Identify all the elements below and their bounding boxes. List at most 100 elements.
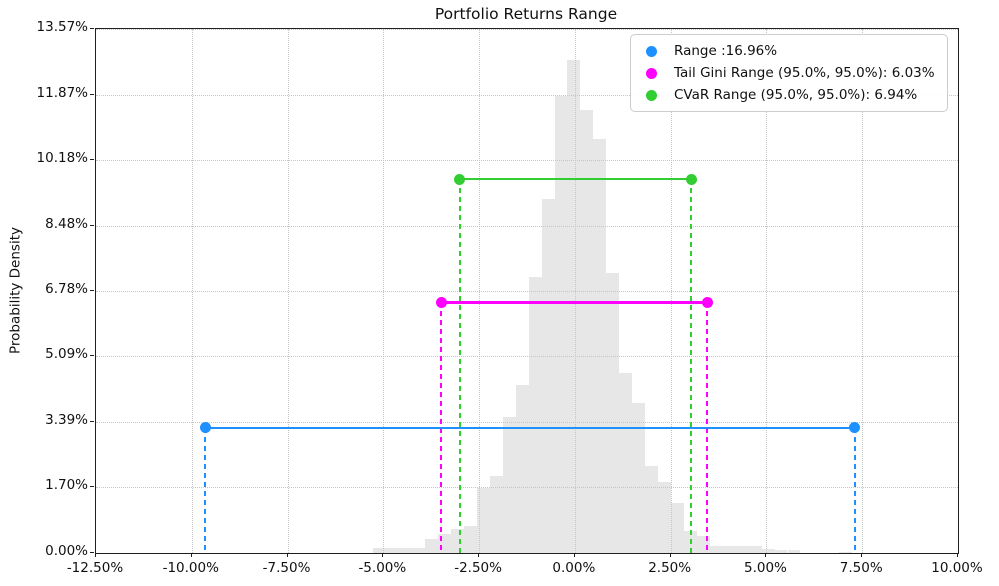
range-marker-dot xyxy=(849,422,861,434)
y-tick-label: 8.48% xyxy=(45,215,88,232)
x-tick-mark xyxy=(573,553,575,557)
y-gridline xyxy=(96,487,958,489)
x-tick-mark xyxy=(957,553,958,557)
histogram-bar xyxy=(839,551,853,553)
cvar-range-dashed-line xyxy=(458,179,461,553)
y-gridline xyxy=(96,159,958,161)
y-tick-label: 11.87% xyxy=(36,84,88,101)
histogram-bar xyxy=(489,475,503,553)
histogram-bar xyxy=(425,539,439,553)
y-tick-mark xyxy=(90,552,94,553)
histogram-bar xyxy=(412,547,426,553)
range-marker-icon xyxy=(646,45,657,57)
x-gridline xyxy=(287,29,289,553)
histogram-bar xyxy=(399,547,413,553)
histogram-bar xyxy=(554,95,568,553)
histogram-bar xyxy=(761,548,775,553)
histogram-bar xyxy=(580,109,594,553)
histogram-bar xyxy=(619,373,633,553)
tail-gini-range-line xyxy=(441,301,708,304)
legend-label-cvar-range: CVaR Range (95.0%, 95.0%): 6.94% xyxy=(674,87,918,103)
y-tick-label: 5.09% xyxy=(45,346,88,363)
x-tick-mark xyxy=(382,553,384,557)
plot-area xyxy=(95,28,959,554)
cvar-range-marker-dot xyxy=(454,173,466,185)
histogram-bar xyxy=(735,546,749,553)
histogram-bar xyxy=(476,488,490,553)
legend-label-range: Range :16.96% xyxy=(674,43,778,59)
x-tick-mark xyxy=(190,553,192,557)
legend-item-cvar-range: CVaR Range (95.0%, 95.0%): 6.94% xyxy=(631,84,947,106)
y-tick-label: 10.18% xyxy=(36,149,88,166)
histogram-bar xyxy=(593,138,607,553)
x-tick-label: 10.00% xyxy=(931,560,983,576)
tail-gini-marker-icon xyxy=(646,67,657,79)
x-gridline xyxy=(383,29,385,553)
histogram-bar xyxy=(541,198,555,553)
histogram-bar xyxy=(787,549,801,553)
x-tick-label: 5.00% xyxy=(743,560,787,576)
y-tick-label: 13.57% xyxy=(36,19,88,35)
histogram-bar xyxy=(567,59,581,553)
x-tick-label: 7.50% xyxy=(839,560,883,576)
y-gridline xyxy=(96,356,958,358)
histogram-bar xyxy=(528,276,542,553)
cvar-range-marker-dot xyxy=(685,173,697,185)
histogram-bar xyxy=(658,481,672,553)
x-tick-label: 2.50% xyxy=(648,560,692,576)
histogram-bar xyxy=(632,402,646,553)
histogram-bar xyxy=(463,525,477,553)
x-tick-label: -10.00% xyxy=(162,560,219,576)
x-gridline xyxy=(862,29,864,553)
cvar-range-dashed-line xyxy=(690,179,693,553)
histogram-bar xyxy=(373,547,387,553)
histogram-bar xyxy=(748,546,762,553)
histogram-bar xyxy=(451,529,464,553)
histogram-bar xyxy=(709,546,723,553)
histogram-bar xyxy=(645,466,659,553)
y-tick-mark xyxy=(90,28,94,29)
y-gridline xyxy=(96,29,958,30)
histogram-bar xyxy=(722,546,736,553)
range-marker-dot xyxy=(199,422,211,434)
legend-label-tail-gini-range: Tail Gini Range (95.0%, 95.0%): 6.03% xyxy=(674,65,935,81)
y-tick-mark xyxy=(90,290,94,292)
y-tick-mark xyxy=(90,421,94,423)
y-tick-label: 6.78% xyxy=(45,281,88,298)
x-gridline xyxy=(574,29,576,553)
y-tick-mark xyxy=(90,158,94,160)
y-tick-mark xyxy=(90,355,94,357)
cvar-range-line xyxy=(459,177,692,181)
range-dashed-line xyxy=(204,427,207,553)
range-dashed-line xyxy=(853,427,856,553)
y-gridline xyxy=(96,422,958,424)
tail-gini-range-marker-dot xyxy=(701,296,713,308)
x-tick-mark xyxy=(478,553,480,557)
range-line xyxy=(205,426,855,430)
histogram-bar xyxy=(502,417,516,553)
y-gridline xyxy=(96,94,958,96)
x-tick-label: -5.00% xyxy=(358,560,407,576)
histogram-bar xyxy=(386,547,400,553)
histogram-bar xyxy=(774,549,788,553)
histogram-bar xyxy=(671,502,684,553)
cvar-marker-icon xyxy=(646,89,657,101)
histogram-bar xyxy=(515,385,529,553)
histogram-bar xyxy=(606,273,620,553)
x-tick-mark xyxy=(669,553,671,557)
y-tick-label: 1.70% xyxy=(45,477,88,494)
y-tick-mark xyxy=(90,486,94,488)
x-tick-mark xyxy=(861,553,863,557)
x-gridline xyxy=(766,29,768,553)
x-gridline xyxy=(479,29,481,553)
x-tick-mark xyxy=(286,553,288,557)
y-gridline xyxy=(96,225,958,227)
legend-item-tail-gini-range: Tail Gini Range (95.0%, 95.0%): 6.03% xyxy=(631,62,947,84)
tail-gini-range-marker-dot xyxy=(435,296,447,308)
x-tick-label: -7.50% xyxy=(262,560,311,576)
x-tick-label: -2.50% xyxy=(454,560,502,576)
legend-item-range: Range :16.96% xyxy=(631,40,947,62)
x-gridline xyxy=(191,29,193,553)
y-tick-mark xyxy=(90,93,94,95)
